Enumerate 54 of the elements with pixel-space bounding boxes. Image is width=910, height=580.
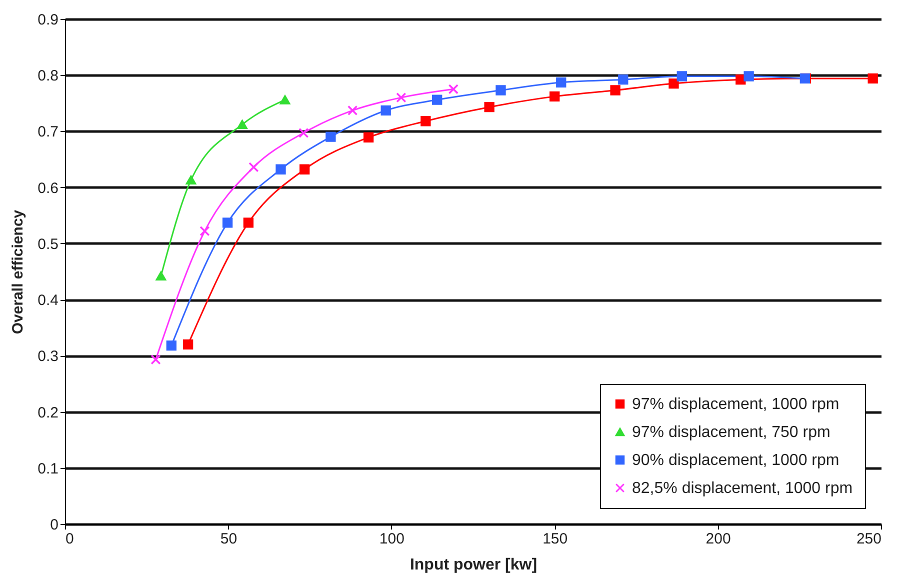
y-axis-title: Overall efficiency xyxy=(10,209,27,334)
point xyxy=(326,132,336,142)
point xyxy=(156,271,166,281)
legend-label: 90% displacement, 1000 rpm xyxy=(632,452,840,469)
y-tick-label: 0.5 xyxy=(38,236,58,253)
point xyxy=(298,128,309,138)
legend-label: 97% displacement, 750 rpm xyxy=(632,424,830,441)
point xyxy=(299,164,310,174)
point xyxy=(347,105,358,116)
point xyxy=(243,218,254,228)
y-tick-label: 0.4 xyxy=(38,292,58,310)
legend-label: 97% displacement, 1000 rpm xyxy=(632,396,840,413)
point xyxy=(200,226,210,236)
point xyxy=(150,354,161,365)
point xyxy=(182,339,194,350)
point xyxy=(432,94,442,105)
point xyxy=(237,120,248,130)
y-tick-label: 0.2 xyxy=(38,404,58,422)
point xyxy=(868,73,878,84)
point xyxy=(396,92,406,103)
point xyxy=(668,78,679,89)
y-tick-label: 0.1 xyxy=(38,460,58,478)
x-tick-label: 50 xyxy=(220,530,238,548)
legend-label: 82,5% displacement, 1000 rpm xyxy=(632,480,853,497)
y-tick-label: 0.6 xyxy=(38,180,58,197)
x-tick-label: 150 xyxy=(542,530,568,548)
point xyxy=(222,218,233,228)
y-tick-label: 0 xyxy=(50,516,58,534)
x-tick-label: 200 xyxy=(706,530,731,548)
point xyxy=(618,74,628,85)
point xyxy=(166,340,176,351)
point xyxy=(363,132,374,142)
point xyxy=(676,71,687,82)
point xyxy=(448,84,458,94)
x-tick-label: 250 xyxy=(856,530,882,548)
point xyxy=(744,71,754,82)
y-tick-label: 0.3 xyxy=(38,348,58,366)
point xyxy=(248,162,259,172)
point xyxy=(380,105,391,116)
x-tick-label: 100 xyxy=(379,530,404,548)
point xyxy=(496,85,506,96)
point xyxy=(610,85,620,96)
point xyxy=(186,176,196,185)
point xyxy=(550,91,560,102)
y-tick-label: 0.7 xyxy=(38,124,58,141)
point xyxy=(556,77,566,88)
point xyxy=(484,102,494,112)
y-tick-label: 0.9 xyxy=(38,12,58,28)
x-tick-label: 0 xyxy=(66,530,74,548)
x-axis-title: Input power [kw] xyxy=(410,556,538,574)
y-tick-label: 0.8 xyxy=(38,68,58,85)
point xyxy=(420,116,431,126)
point xyxy=(276,164,286,174)
point xyxy=(280,95,290,104)
